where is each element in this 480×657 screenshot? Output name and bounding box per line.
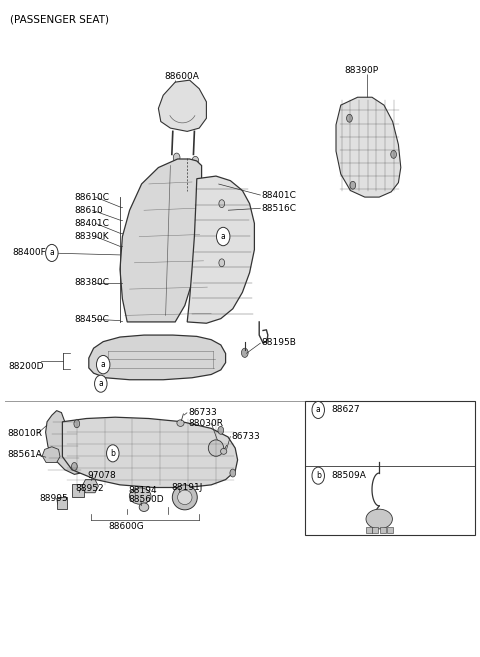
Bar <box>372 527 378 533</box>
Text: a: a <box>98 379 103 388</box>
Circle shape <box>350 181 356 189</box>
Ellipse shape <box>220 448 227 455</box>
Circle shape <box>74 420 80 428</box>
Text: 88627: 88627 <box>331 405 360 415</box>
Text: 88030R: 88030R <box>188 419 223 428</box>
Circle shape <box>95 375 107 392</box>
Polygon shape <box>158 80 206 131</box>
Text: b: b <box>110 449 115 458</box>
Polygon shape <box>42 447 60 463</box>
Circle shape <box>230 469 236 477</box>
Bar <box>305 401 475 535</box>
Text: 88401C: 88401C <box>74 219 109 228</box>
Bar <box>380 527 386 533</box>
Circle shape <box>391 150 396 158</box>
Bar <box>72 484 84 497</box>
Text: 88600G: 88600G <box>108 522 144 532</box>
Text: 88194: 88194 <box>128 486 157 495</box>
Polygon shape <box>89 335 226 380</box>
Text: 88516C: 88516C <box>262 204 297 213</box>
Text: 88010R: 88010R <box>7 429 42 438</box>
Text: 88401C: 88401C <box>262 191 297 200</box>
Circle shape <box>218 426 224 434</box>
Text: 86733: 86733 <box>231 432 260 441</box>
Polygon shape <box>82 480 98 493</box>
Polygon shape <box>62 417 238 487</box>
Ellipse shape <box>139 503 149 511</box>
Ellipse shape <box>129 487 151 505</box>
Text: 88200D: 88200D <box>9 362 44 371</box>
Ellipse shape <box>172 485 197 510</box>
Text: 88561A: 88561A <box>7 450 42 459</box>
Bar <box>366 527 372 533</box>
Ellipse shape <box>177 420 184 426</box>
Polygon shape <box>336 97 401 197</box>
Text: 86733: 86733 <box>188 408 217 417</box>
Circle shape <box>46 244 58 261</box>
Text: a: a <box>221 232 226 241</box>
Text: 88390P: 88390P <box>345 66 379 76</box>
Ellipse shape <box>208 440 224 456</box>
Text: 88450C: 88450C <box>74 315 109 324</box>
Text: 88509A: 88509A <box>331 471 366 480</box>
Text: 97078: 97078 <box>88 471 117 480</box>
Bar <box>57 497 67 509</box>
Bar <box>387 527 393 533</box>
Polygon shape <box>120 159 202 322</box>
Text: 88610C: 88610C <box>74 193 109 202</box>
Text: 88995: 88995 <box>39 493 68 503</box>
Text: a: a <box>101 360 106 369</box>
Circle shape <box>241 348 248 357</box>
Polygon shape <box>187 176 254 323</box>
Circle shape <box>72 463 77 470</box>
Circle shape <box>219 259 225 267</box>
Polygon shape <box>46 411 84 474</box>
Circle shape <box>216 227 230 246</box>
Circle shape <box>347 114 352 122</box>
Text: 88560D: 88560D <box>128 495 164 504</box>
Text: (PASSENGER SEAT): (PASSENGER SEAT) <box>10 14 108 24</box>
Text: 88195B: 88195B <box>262 338 297 348</box>
Text: 88191J: 88191J <box>172 483 203 492</box>
Text: 88390K: 88390K <box>74 232 109 241</box>
Ellipse shape <box>178 490 192 505</box>
Circle shape <box>96 355 110 374</box>
Text: 88400F: 88400F <box>12 248 46 258</box>
Circle shape <box>219 200 225 208</box>
Text: 88380C: 88380C <box>74 278 109 287</box>
Text: a: a <box>316 405 321 415</box>
Circle shape <box>192 156 199 166</box>
Ellipse shape <box>366 509 393 529</box>
Circle shape <box>107 445 119 462</box>
Text: 88952: 88952 <box>76 484 105 493</box>
Circle shape <box>312 401 324 419</box>
Circle shape <box>312 467 324 484</box>
Text: 88610: 88610 <box>74 206 103 215</box>
Circle shape <box>173 153 180 162</box>
Text: b: b <box>316 471 321 480</box>
Text: a: a <box>49 248 54 258</box>
Text: 88600A: 88600A <box>164 72 199 81</box>
